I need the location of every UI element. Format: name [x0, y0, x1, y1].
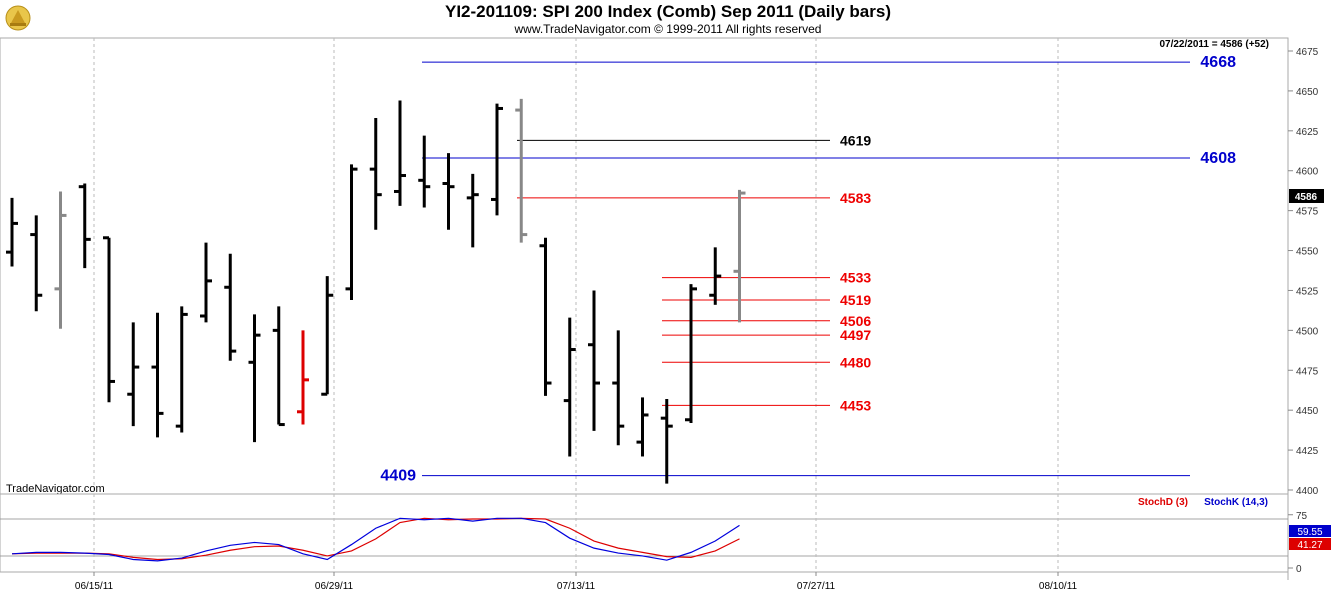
date-axis: 06/15/11 06/29/11 07/13/11 07/27/11 08/10/11 [0, 571, 1288, 592]
price-tick-label: 4475 [1296, 366, 1319, 377]
stoch-tick-label: 75 [1296, 511, 1308, 522]
level-label: 4533 [840, 270, 871, 286]
vertical-gridlines [93, 38, 1059, 494]
price-tick-label: 4650 [1296, 87, 1319, 98]
ohlc-bar [539, 237, 552, 396]
price-tick-label: 4625 [1296, 127, 1319, 138]
ohlc-bar [369, 118, 382, 230]
chart-title: YI2-201109: SPI 200 Index (Comb) Sep 201… [445, 2, 891, 21]
stochastic-d-line [11, 517, 740, 561]
level-label: 4519 [840, 292, 871, 308]
ohlc-bar [6, 197, 18, 267]
stoch-tick-label: 0 [1296, 564, 1302, 575]
level-label: 4480 [840, 354, 871, 370]
ohlc-bar [466, 173, 479, 248]
level-label: 4409 [380, 468, 416, 485]
ohlc-bar [224, 253, 237, 361]
ohlc-bar [636, 397, 649, 457]
price-axis: 4400 4425 4450 4475 4500 4525 4550 4575 4600 4625… [1287, 38, 1324, 580]
ohlc-bar [733, 189, 746, 323]
ohlc-bar [612, 330, 625, 446]
stoch-k-value-background [1289, 525, 1331, 537]
ohlc-bar [394, 100, 406, 206]
date-tick-label: 06/15/11 [75, 581, 114, 592]
ohlc-bar [200, 242, 212, 323]
date-tick-label: 07/27/11 [797, 581, 836, 592]
ohlc-bar [588, 290, 600, 431]
price-tick-label: 4525 [1296, 286, 1319, 297]
ohlc-bar [175, 306, 188, 433]
ohlc-bar [78, 183, 91, 269]
price-axis-ticks: 4400 4425 4450 4475 4500 4525 4550 4575 4600 4625… [1288, 47, 1319, 497]
ohlc-bar [442, 153, 455, 230]
last-quote-label: 07/22/2011 = 4586 (+52) [1159, 39, 1269, 50]
level-label: 4608 [1200, 150, 1236, 167]
price-tick-label: 4450 [1296, 406, 1319, 417]
stochastic-k-line [11, 517, 740, 562]
date-tick-label: 06/29/11 [315, 581, 354, 592]
price-tick-label: 4425 [1296, 446, 1319, 457]
ohlc-bar [272, 306, 285, 427]
ohlc-bar [491, 103, 503, 216]
chart-header: YI2-201109: SPI 200 Index (Comb) Sep 201… [0, 0, 1336, 38]
ohlc-bar [321, 276, 334, 396]
stoch-d-value-background [1289, 538, 1331, 550]
level-label: 4453 [840, 397, 871, 413]
date-tick-label: 08/10/11 [1039, 581, 1078, 592]
stochastic-vertical-gridlines [93, 494, 1059, 572]
ohlc-bar [127, 322, 140, 427]
ohlc-bar [345, 164, 358, 301]
price-tick-label: 4575 [1296, 207, 1319, 218]
ohlc-bar [151, 312, 164, 438]
level-label: 4506 [840, 313, 871, 329]
copyright-text: www.TradeNavigator.com © 1999-2011 All r… [514, 22, 822, 36]
stoch-d-legend: StochD (3) [1138, 497, 1188, 508]
stochastic-panel-frame [0, 493, 1289, 573]
level-label: 4497 [840, 327, 871, 343]
ohlc-bar [709, 247, 722, 305]
trade-navigator-logo-icon [4, 4, 32, 32]
watermark-label: TradeNavigator.com [6, 483, 105, 495]
date-tick-label: 07/13/11 [557, 581, 596, 592]
ohlc-bar [30, 215, 43, 312]
stochastic-panel: StochD (3) StochK (14,3) 0 75 59.55 41.27 [0, 493, 1331, 575]
price-tick-label: 4500 [1296, 326, 1319, 337]
ohlc-bar [297, 330, 309, 425]
stoch-k-value: 59.55 [1297, 527, 1322, 538]
ohlc-bar [660, 399, 673, 484]
ohlc-bar [54, 191, 67, 329]
stochastic-axis-ticks: 0 75 [1288, 511, 1308, 575]
ohlc-bar [685, 284, 697, 423]
level-label: 4619 [840, 132, 871, 148]
current-price-tag-background [1289, 189, 1324, 203]
date-axis-ticks: 06/15/11 06/29/11 07/13/11 07/27/11 08/10/11 [75, 572, 1078, 592]
stoch-d-value: 41.27 [1297, 540, 1322, 551]
level-label: 4668 [1200, 54, 1236, 71]
price-tick-label: 4400 [1296, 486, 1319, 497]
ohlc-bar [248, 314, 261, 443]
current-price-tag: 4586 [1295, 192, 1318, 203]
price-tick-label: 4550 [1296, 247, 1319, 258]
ohlc-bar [103, 236, 115, 403]
ohlc-bars [6, 98, 746, 484]
level-label: 4583 [840, 190, 871, 206]
ohlc-bar [563, 317, 576, 457]
price-tick-label: 4675 [1296, 47, 1319, 58]
stoch-k-legend: StochK (14,3) [1204, 497, 1268, 508]
ohlc-bar [418, 135, 431, 208]
ohlc-bar [515, 98, 528, 243]
price-tick-label: 4600 [1296, 167, 1319, 178]
